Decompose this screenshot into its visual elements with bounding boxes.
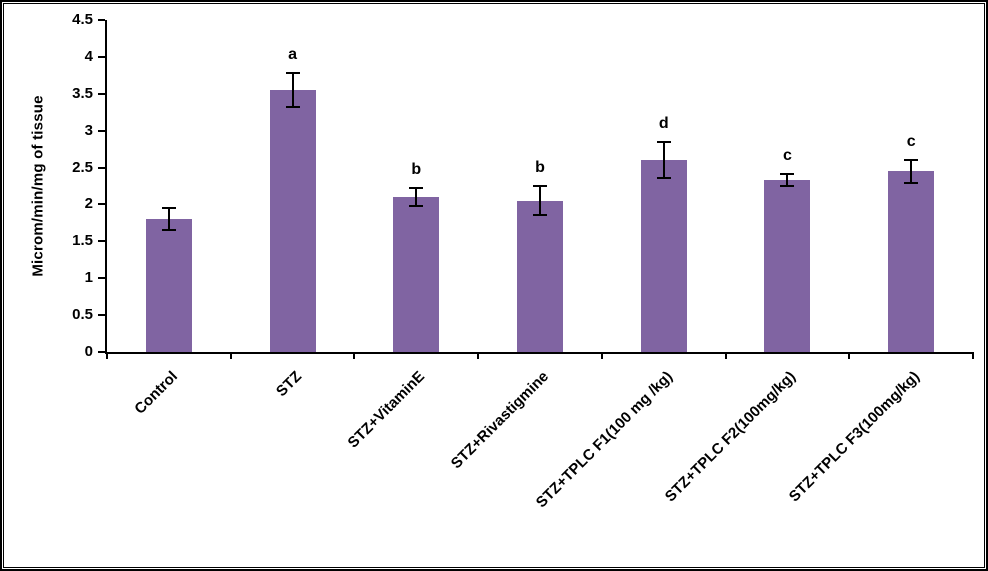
- bar: [517, 200, 563, 352]
- bar: [888, 171, 935, 352]
- y-tick-label: 0.5: [72, 306, 93, 324]
- plot-area: 0 0.5 1 1.5 2 2.5 3 3.5 4 4.5 Control a STZ b STZ+Vita…: [72, 11, 974, 511]
- y-tick-label: 3: [84, 121, 93, 139]
- y-tick-label: 1.5: [72, 232, 93, 250]
- significance-letter: c: [906, 132, 916, 150]
- y-tick-label: 4.5: [72, 11, 93, 28]
- y-tick-mark: [98, 55, 105, 58]
- error-bar-stem: [910, 158, 913, 184]
- bar: [764, 180, 811, 352]
- significance-letter: a: [288, 46, 298, 64]
- x-tick-mark: [600, 352, 603, 359]
- x-tick-mark: [477, 352, 480, 359]
- significance-letter: d: [658, 114, 669, 132]
- bar: [393, 197, 440, 352]
- significance-letter: b: [411, 161, 422, 179]
- x-tick-mark: [724, 352, 727, 359]
- y-tick-mark: [98, 129, 105, 132]
- x-axis-line: [105, 352, 973, 354]
- y-tick-label: 3.5: [72, 84, 93, 102]
- y-tick-mark: [98, 314, 105, 317]
- y-tick-label: 2.5: [72, 158, 93, 176]
- bar: [145, 219, 192, 352]
- y-tick-label: 4: [84, 47, 93, 65]
- y-tick-label: 0: [84, 343, 93, 360]
- y-tick-mark: [98, 92, 105, 95]
- y-tick-mark: [98, 277, 105, 280]
- x-tick-mark: [106, 352, 108, 359]
- error-bar-stem: [167, 207, 170, 231]
- x-tick-mark: [848, 352, 851, 359]
- x-tick-mark: [353, 352, 356, 359]
- error-bar: [780, 172, 795, 188]
- error-bar: [533, 185, 547, 217]
- error-bar: [656, 140, 671, 180]
- error-bar-stem: [415, 187, 418, 207]
- y-tick-label: 2: [84, 195, 93, 213]
- significance-letter: b: [535, 159, 545, 177]
- error-bar-stem: [662, 140, 665, 180]
- error-bar-stem: [786, 172, 789, 188]
- bar: [640, 160, 687, 352]
- error-bar-stem: [291, 72, 294, 108]
- y-tick-mark: [98, 19, 105, 21]
- y-tick-mark: [98, 203, 105, 206]
- x-tick-mark: [972, 352, 974, 359]
- y-tick-label: 1: [84, 269, 93, 287]
- x-tick-mark: [229, 352, 232, 359]
- y-tick-mark: [98, 166, 105, 169]
- error-bar: [409, 187, 424, 207]
- error-bar: [904, 158, 919, 184]
- y-tick-mark: [98, 351, 105, 353]
- bar: [269, 90, 316, 352]
- y-axis-line: [105, 20, 107, 354]
- error-bar-stem: [539, 185, 541, 217]
- error-bar: [161, 207, 176, 231]
- y-tick-mark: [98, 240, 105, 243]
- significance-letter: c: [782, 146, 792, 164]
- error-bar: [285, 72, 300, 108]
